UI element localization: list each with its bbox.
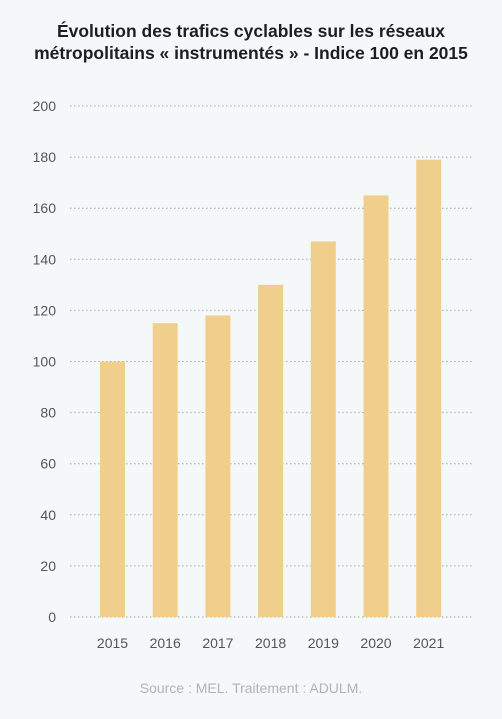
y-tick-label: 160 (33, 200, 57, 216)
bar-2020 (363, 195, 389, 618)
y-tick-label: 140 (33, 251, 57, 267)
x-tick-label: 2015 (97, 635, 128, 651)
bar-2019 (310, 241, 336, 618)
bar-2018 (258, 284, 284, 617)
x-tick-label: 2019 (308, 635, 339, 651)
y-tick-label: 60 (40, 456, 56, 472)
y-tick-label: 120 (33, 302, 57, 318)
x-axis-ticks: 2015 2016 2017 2018 2019 2020 2021 (97, 635, 445, 651)
y-tick-label: 20 (40, 558, 56, 574)
bar-2015 (100, 361, 125, 617)
y-tick-label: 100 (33, 354, 57, 370)
bars (100, 159, 442, 618)
y-axis-ticks: 0 20 40 60 80 100 120 140 160 180 200 (33, 98, 57, 625)
bar-2016 (152, 323, 178, 617)
chart-title: Évolution des trafics cyclables sur les … (10, 20, 492, 64)
x-tick-label: 2017 (202, 635, 233, 651)
source-note: Source : MEL. Traitement : ADULM. (139, 680, 363, 696)
chart-title-line-1: Évolution des trafics cyclables sur les … (56, 21, 446, 41)
x-tick-label: 2016 (150, 635, 181, 651)
bar-2017 (205, 315, 231, 617)
chart-title-line-2: métropolitains « instrumentés » - Indice… (34, 43, 468, 63)
x-tick-label: 2020 (360, 635, 391, 651)
bar-2021 (416, 159, 442, 617)
x-tick-label: 2018 (255, 635, 286, 651)
y-tick-label: 200 (33, 98, 57, 114)
x-tick-label: 2021 (413, 635, 444, 651)
y-tick-label: 80 (40, 405, 56, 421)
y-tick-label: 0 (48, 609, 56, 625)
y-tick-label: 180 (33, 149, 57, 165)
y-tick-label: 40 (40, 507, 56, 523)
